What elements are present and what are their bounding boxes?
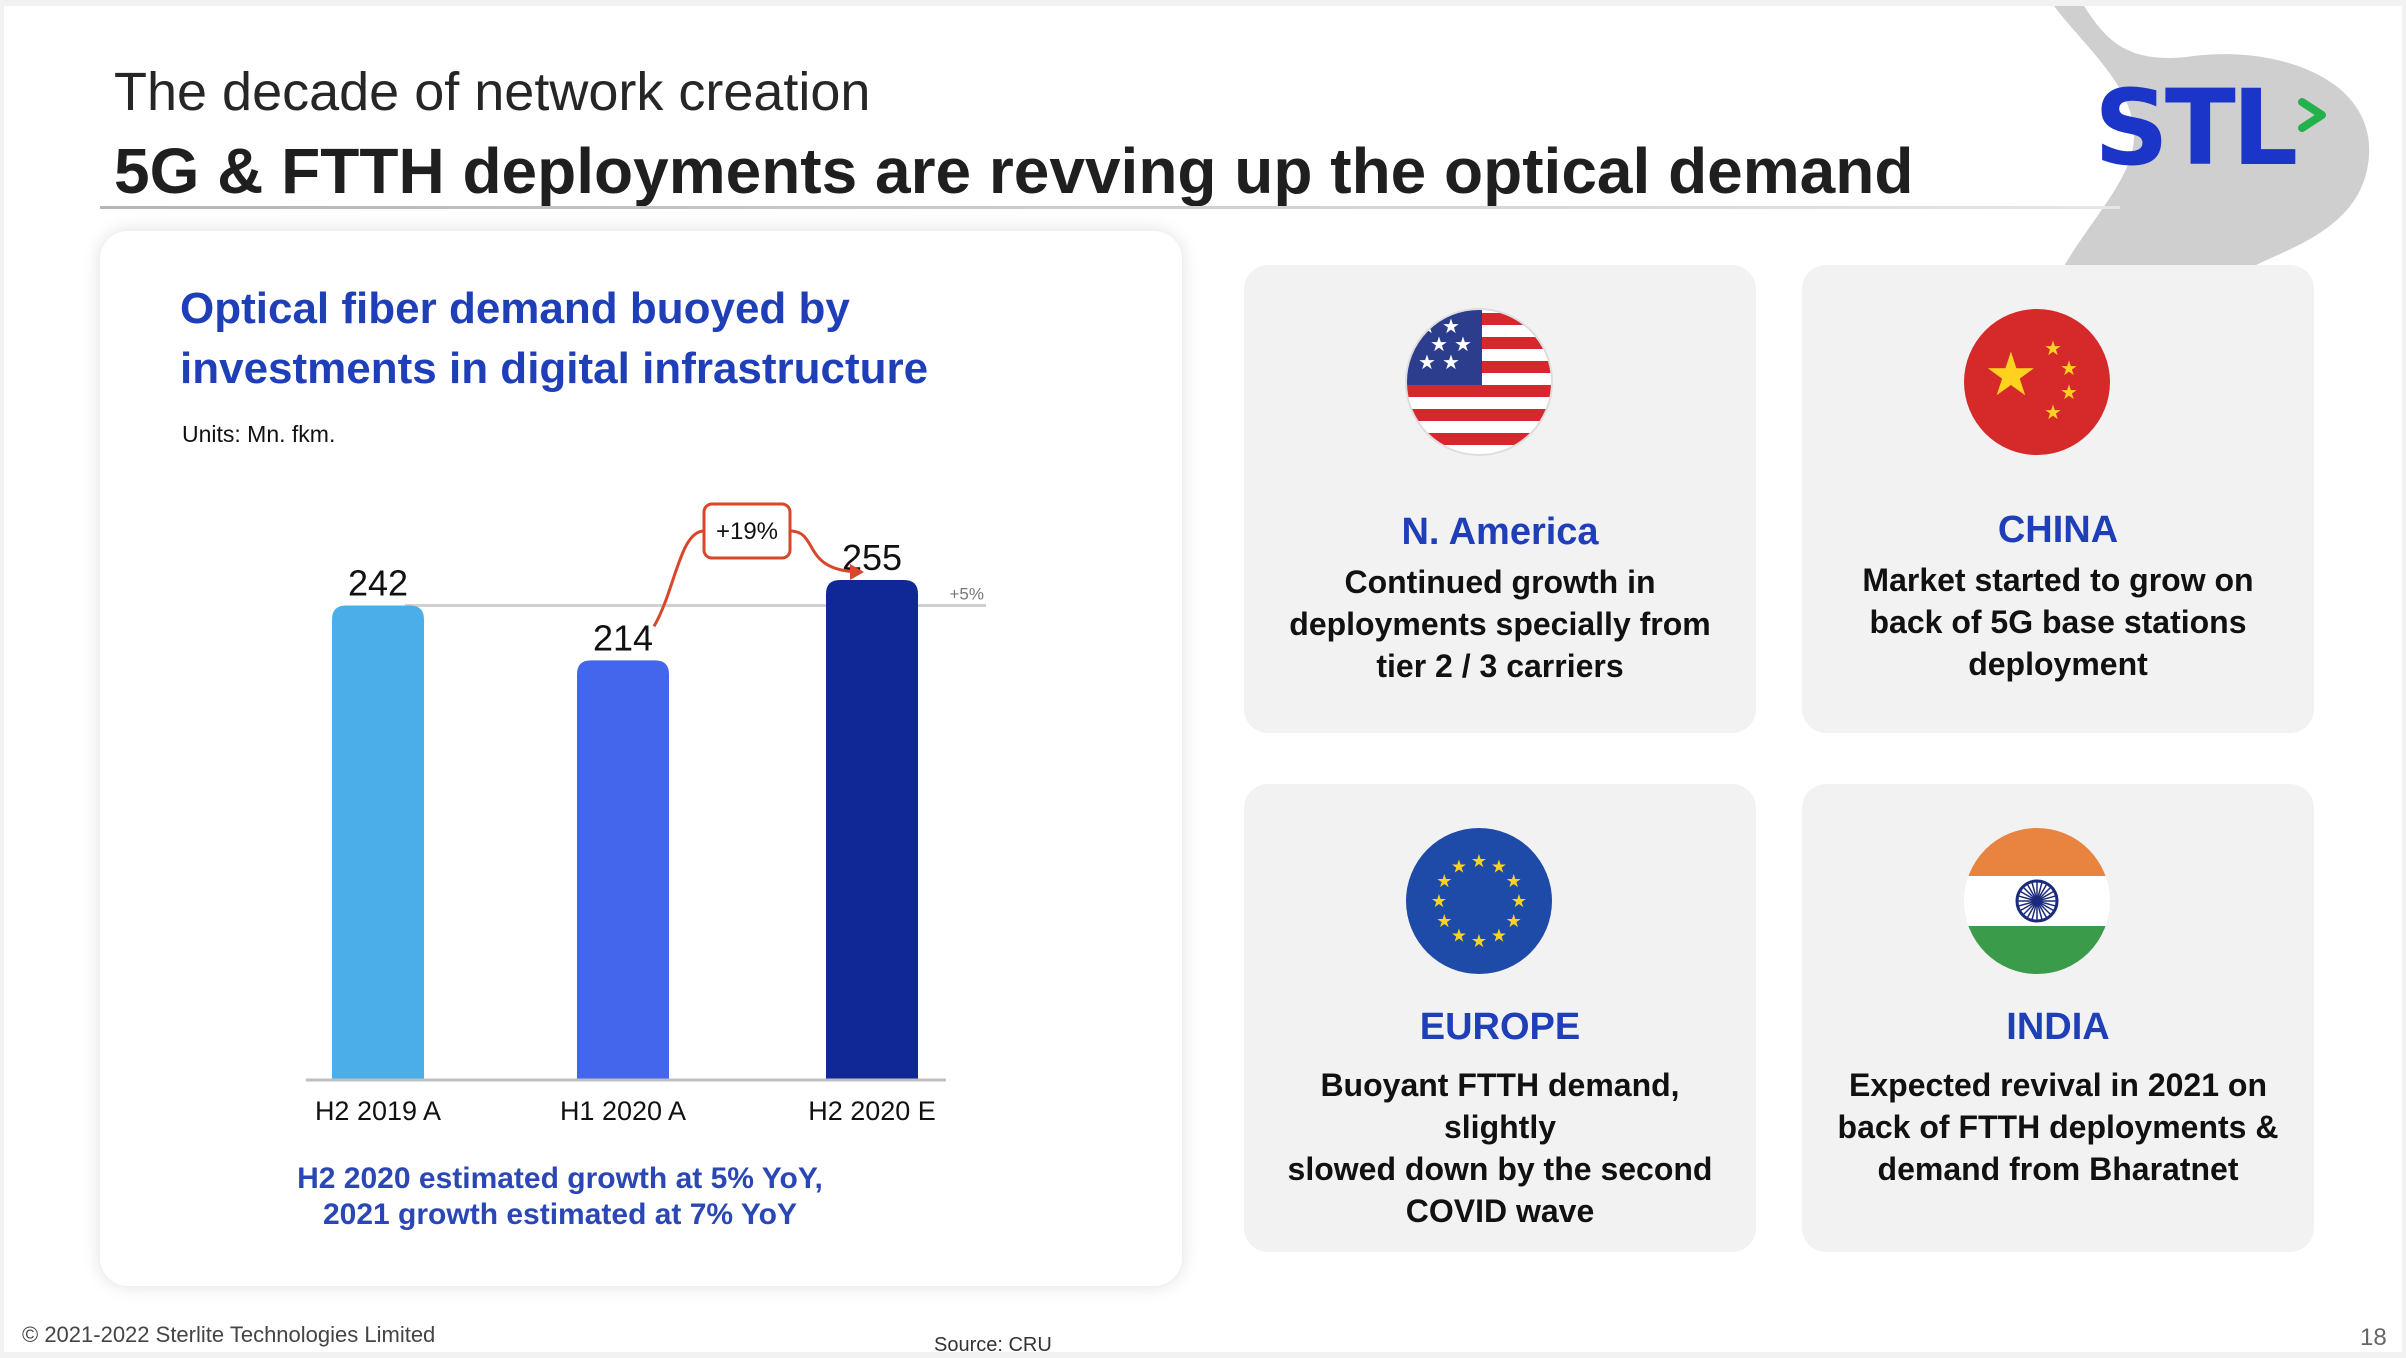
headline-divider <box>100 206 2120 209</box>
growth-callout-box <box>702 502 792 560</box>
copyright-text: © 2021-2022 Sterlite Technologies Limite… <box>22 1322 436 1347</box>
eu-star-icon: ★ <box>1431 891 1447 912</box>
desc-line: slowed down by the second <box>1287 1151 1713 1187</box>
region-name-north-america: N. America <box>1401 511 1599 553</box>
desc-line: Buoyant FTTH demand, slightly <box>1320 1067 1680 1145</box>
chart-note: H2 2020 estimated growth at 5% YoY, 2021… <box>190 1161 930 1233</box>
growth-arrow-left <box>652 529 705 628</box>
region-desc-china: Market started to grow on back of 5G bas… <box>1822 559 2294 685</box>
china-flag-icon: ★ ★ ★ ★ ★ <box>1964 309 2110 455</box>
chart-note-line-1: H2 2020 estimated growth at 5% YoY, <box>297 1162 823 1195</box>
slide-kicker: The decade of network creation <box>114 62 871 122</box>
arrow-head <box>850 564 864 580</box>
data-label: 214 <box>593 617 653 658</box>
eu-star-icon: ★ <box>1491 926 1507 947</box>
region-card-china: ★ ★ ★ ★ ★ CHINA Market started to grow o… <box>1802 265 2314 733</box>
region-name-europe: EUROPE <box>1419 1006 1581 1048</box>
bar <box>826 580 918 1080</box>
eu-flag-icon: ★ ★★★★★★★★★★★ <box>1406 828 1552 974</box>
bar <box>332 605 424 1080</box>
svg-text:★: ★ <box>1454 332 1472 356</box>
desc-line: deployment <box>1968 646 2148 682</box>
growth-arrow-right <box>789 529 863 574</box>
eu-star-icon: ★ <box>1436 871 1452 892</box>
data-label: 242 <box>348 562 408 603</box>
eu-star-icon: ★ <box>1491 856 1507 877</box>
svg-text:★: ★ <box>1442 314 1460 338</box>
svg-text:★: ★ <box>2044 336 2062 360</box>
slide: STL The decade of network creation 5G & … <box>4 6 2402 1352</box>
desc-line: COVID wave <box>1405 1193 1595 1229</box>
page-number: 18 <box>2360 1324 2387 1351</box>
svg-text:★: ★ <box>2044 400 2062 424</box>
eu-star-icon: ★ <box>1436 911 1452 932</box>
usa-flag-icon: ★ ★ ★ ★ ★ ★ <box>1405 308 1553 456</box>
eu-star-icon: ★ <box>1511 891 1527 912</box>
desc-line: deployments specially from <box>1289 606 1711 642</box>
eu-star-icon: ★ <box>1471 851 1487 872</box>
category-label: H2 2020 E <box>808 1096 936 1126</box>
desc-line: back of 5G base stations <box>1869 604 2247 640</box>
region-desc-europe: Buoyant FTTH demand, slightly slowed dow… <box>1264 1064 1736 1232</box>
svg-text:★: ★ <box>1418 350 1436 374</box>
chakra-spoke <box>2017 895 2057 907</box>
svg-text:★: ★ <box>1430 332 1448 356</box>
chart-title: Optical fiber demand buoyed by investmen… <box>180 284 929 393</box>
region-desc-india: Expected revival in 2021 on back of FTTH… <box>1822 1064 2294 1190</box>
desc-line: back of FTTH deployments & <box>1837 1109 2279 1145</box>
category-label: H2 2019 A <box>315 1096 441 1126</box>
svg-text:★: ★ <box>2060 356 2078 380</box>
source-text: Source: CRU <box>934 1334 1052 1352</box>
eu-star-icon: ★ <box>1451 856 1467 877</box>
region-desc-north-america: Continued growth in deployments speciall… <box>1264 561 1736 687</box>
region-card-europe: ★ ★ ★ ★ ★ ★ ★ ★ ★ ★ ★ ★ EUROPE Buoyant FTTH demand,… <box>1244 784 1756 1252</box>
eu-star-icon: ★ <box>1506 871 1522 892</box>
desc-line: demand from Bharatnet <box>1877 1151 2239 1187</box>
stl-logo: STL <box>2094 67 2298 189</box>
chart-card: Optical fiber demand buoyed by investmen… <box>100 231 1182 1286</box>
region-card-india: INDIA Expected revival in 2021 on back o… <box>1802 784 2314 1252</box>
bar <box>577 660 669 1080</box>
desc-line: Continued growth in <box>1344 564 1656 600</box>
desc-line: Market started to grow on <box>1862 562 2254 598</box>
region-card-north-america: ★ ★ ★ ★ ★ ★ N. America Continued growth in … <box>1244 265 1756 733</box>
eu-star-icon: ★ <box>1506 911 1522 932</box>
growth-callout-label: +19% <box>716 518 778 545</box>
chart-units: Units: Mn. fkm. <box>182 421 336 447</box>
chart-note-line-2: 2021 growth estimated at 7% YoY <box>322 1198 798 1231</box>
eu-star-icon: ★ <box>1451 926 1467 947</box>
desc-line: Expected revival in 2021 on <box>1849 1067 2267 1103</box>
india-flag-icon <box>1964 828 2110 974</box>
eu-star-icon: ★ <box>1471 931 1487 952</box>
region-name-china: CHINA <box>1997 509 2119 551</box>
yoy-growth-label: +5% <box>950 584 985 603</box>
slide-headline: 5G & FTTH deployments are revving up the… <box>114 135 1914 207</box>
category-label: H1 2020 A <box>560 1096 686 1126</box>
logo-background-shape <box>2054 6 2370 266</box>
svg-text:★: ★ <box>1984 340 2038 410</box>
logo-tick-icon <box>2298 98 2326 132</box>
svg-text:★: ★ <box>1442 350 1460 374</box>
desc-line: tier 2 / 3 carriers <box>1376 648 1624 684</box>
svg-text:★: ★ <box>2060 380 2078 404</box>
region-name-india: INDIA <box>2006 1006 2110 1048</box>
